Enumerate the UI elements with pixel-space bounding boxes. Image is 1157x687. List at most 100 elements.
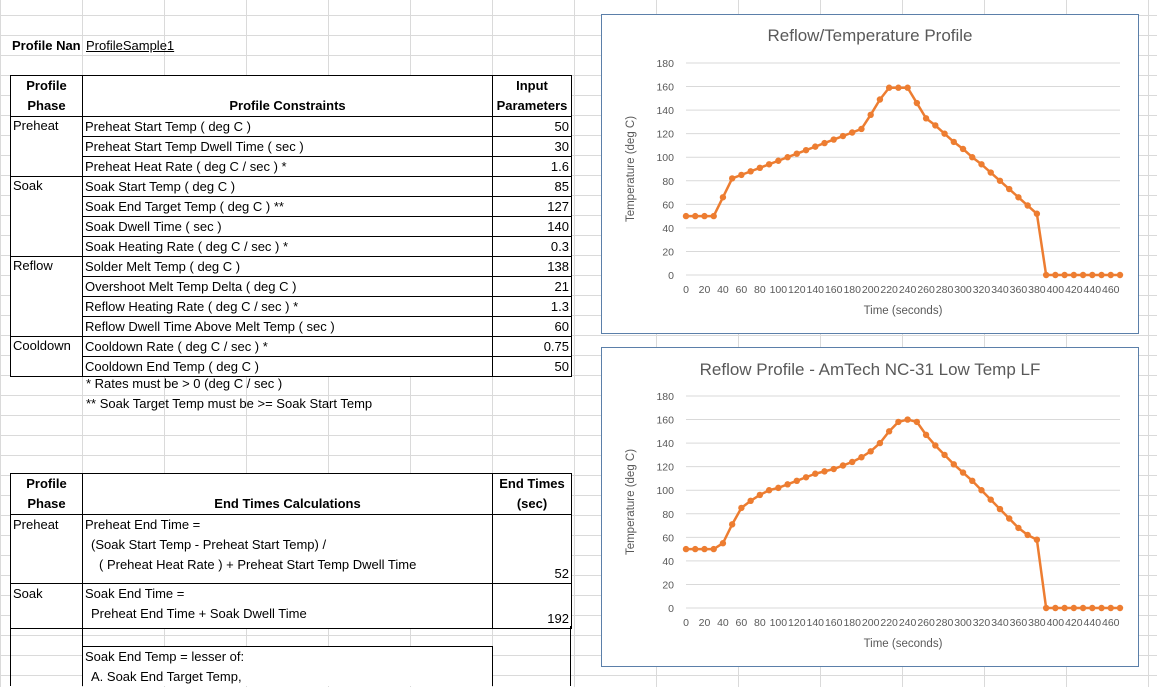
constraint-value[interactable]: 50 bbox=[492, 356, 572, 377]
constraint-row: Cooldown End Temp ( deg C ) 50 bbox=[11, 356, 572, 377]
data-point bbox=[682, 545, 690, 553]
constraint-label[interactable]: Reflow Dwell Time Above Melt Temp ( sec … bbox=[82, 316, 493, 337]
constraint-label[interactable]: Solder Melt Temp ( deg C ) bbox=[82, 256, 493, 277]
data-point bbox=[756, 164, 764, 172]
data-point bbox=[858, 454, 865, 461]
constraint-label[interactable]: Preheat Start Temp Dwell Time ( sec ) bbox=[82, 136, 493, 157]
data-point bbox=[710, 212, 717, 220]
soak-end-temp-line-1: Soak End Temp = lesser of: bbox=[85, 649, 245, 664]
constraint-label[interactable]: Soak End Target Temp ( deg C ) ** bbox=[82, 196, 493, 217]
y-tick-label: 180 bbox=[656, 391, 674, 403]
soak-calc-cell[interactable]: Soak End Time = Preheat End Time + Soak … bbox=[82, 583, 493, 629]
data-point bbox=[932, 122, 939, 129]
data-point bbox=[1052, 271, 1059, 279]
constraint-value[interactable]: 0.75 bbox=[492, 336, 572, 357]
data-point bbox=[1098, 271, 1105, 279]
data-point bbox=[941, 130, 948, 137]
data-point bbox=[978, 161, 985, 168]
soak-phase-cell: Soak bbox=[10, 583, 83, 629]
data-point bbox=[1015, 194, 1022, 201]
constraint-label[interactable]: Soak Heating Rate ( deg C / sec ) * bbox=[82, 236, 493, 257]
x-tick-label: 280 bbox=[936, 284, 954, 296]
x-axis-label: Time (seconds) bbox=[864, 305, 943, 317]
soak-end-time[interactable]: 192 bbox=[492, 583, 572, 629]
x-tick-label: 260 bbox=[917, 284, 935, 296]
preheat-phase-cell: Preheat bbox=[10, 514, 83, 584]
data-point bbox=[1005, 515, 1013, 522]
phase-cell: Soak bbox=[10, 176, 83, 257]
constraint-label[interactable]: Soak Start Temp ( deg C ) bbox=[82, 176, 493, 197]
data-point bbox=[876, 96, 884, 103]
y-tick-label: 140 bbox=[656, 105, 674, 117]
constraint-value[interactable]: 138 bbox=[492, 256, 572, 277]
constraint-label[interactable]: Soak Dwell Time ( sec ) bbox=[82, 216, 493, 237]
constraint-label[interactable]: Cooldown End Temp ( deg C ) bbox=[82, 356, 493, 377]
constraint-value[interactable]: 50 bbox=[492, 116, 572, 137]
data-point bbox=[849, 458, 856, 466]
data-point bbox=[812, 470, 819, 477]
data-point bbox=[728, 175, 736, 182]
profile-name-value[interactable]: ProfileSample1 bbox=[86, 38, 175, 53]
constraint-label[interactable]: Cooldown Rate ( deg C / sec ) * bbox=[82, 336, 493, 357]
phase-cell: Preheat bbox=[10, 116, 83, 177]
x-tick-label: 280 bbox=[936, 617, 954, 629]
profile-name-label: Profile Nan bbox=[12, 38, 81, 53]
data-point bbox=[1042, 271, 1050, 279]
data-point bbox=[738, 171, 745, 179]
x-tick-label: 40 bbox=[717, 617, 729, 629]
constraint-value[interactable]: 0.3 bbox=[492, 236, 572, 257]
x-tick-label: 100 bbox=[770, 284, 788, 296]
x-tick-label: 140 bbox=[807, 617, 825, 629]
x-tick-label: 60 bbox=[736, 284, 748, 296]
constraint-label[interactable]: Preheat Heat Rate ( deg C / sec ) * bbox=[82, 156, 493, 177]
data-point bbox=[978, 487, 985, 494]
data-point bbox=[719, 540, 727, 547]
constraint-label[interactable]: Reflow Heating Rate ( deg C / sec ) * bbox=[82, 296, 493, 317]
preheat-calc-cell[interactable]: Preheat End Time = (Soak Start Temp - Pr… bbox=[82, 514, 493, 584]
soak-end-temp-box[interactable]: Soak End Temp = lesser of: A. Soak End T… bbox=[82, 646, 493, 686]
data-point bbox=[1061, 604, 1068, 612]
data-point bbox=[1061, 271, 1068, 279]
constraint-value[interactable]: 21 bbox=[492, 276, 572, 297]
chart-reflow-temperature-profile[interactable]: Reflow/Temperature Profile 0 20 40 60 80 100 1… bbox=[601, 14, 1139, 334]
data-point bbox=[885, 84, 893, 91]
constraint-value[interactable]: 85 bbox=[492, 176, 572, 197]
data-point bbox=[701, 212, 708, 220]
data-point bbox=[1107, 604, 1114, 612]
x-tick-label: 80 bbox=[754, 284, 766, 296]
data-point bbox=[913, 418, 921, 426]
data-point bbox=[1116, 604, 1124, 612]
x-tick-label: 260 bbox=[917, 617, 935, 629]
constraint-value[interactable]: 1.3 bbox=[492, 296, 572, 317]
y-tick-label: 40 bbox=[662, 556, 674, 568]
end-times-table: Profile Phase End Times Calculations End … bbox=[10, 473, 572, 629]
chart-amtech-reflow-profile[interactable]: Reflow Profile - AmTech NC-31 Low Temp L… bbox=[601, 347, 1139, 667]
x-tick-label: 220 bbox=[880, 284, 898, 296]
data-point bbox=[802, 146, 810, 154]
data-point bbox=[784, 154, 791, 161]
data-point bbox=[858, 125, 865, 133]
constraint-value[interactable]: 60 bbox=[492, 316, 572, 337]
constraints-table: Profile Phase Profile Constraints Input Pa… bbox=[10, 75, 572, 377]
x-tick-label: 340 bbox=[991, 617, 1009, 629]
constraint-value[interactable]: 30 bbox=[492, 136, 572, 157]
preheat-end-time[interactable]: 52 bbox=[492, 514, 572, 584]
constraint-label[interactable]: Preheat Start Temp ( deg C ) bbox=[82, 116, 493, 137]
y-tick-label: 140 bbox=[656, 438, 674, 450]
x-tick-label: 420 bbox=[1065, 617, 1083, 629]
constraint-label[interactable]: Overshoot Melt Temp Delta ( deg C ) bbox=[82, 276, 493, 297]
x-tick-label: 220 bbox=[880, 617, 898, 629]
data-point bbox=[922, 431, 930, 439]
y-tick-label: 0 bbox=[668, 603, 674, 615]
y-axis-label: Temperature (deg C) bbox=[625, 449, 637, 555]
constraint-value[interactable]: 1.6 bbox=[492, 156, 572, 177]
data-point bbox=[692, 545, 699, 553]
data-point bbox=[775, 157, 782, 164]
constraint-value[interactable]: 127 bbox=[492, 196, 572, 217]
x-tick-label: 20 bbox=[699, 284, 711, 296]
header-profile-constraints: Profile Constraints bbox=[82, 75, 493, 117]
x-tick-label: 200 bbox=[862, 284, 880, 296]
constraint-value[interactable]: 140 bbox=[492, 216, 572, 237]
x-tick-label: 460 bbox=[1102, 284, 1120, 296]
